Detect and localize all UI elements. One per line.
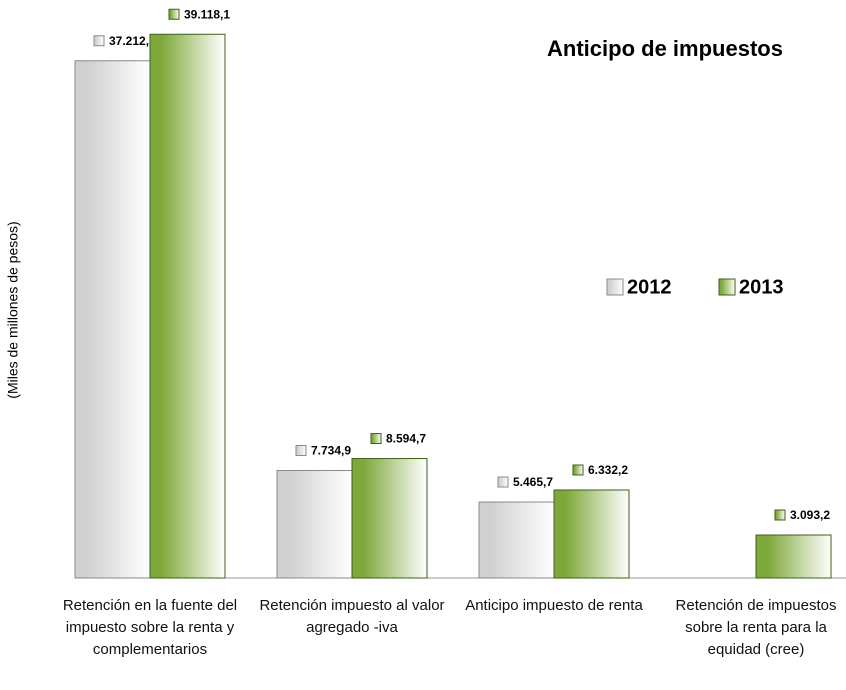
value-label: 8.594,7: [386, 432, 426, 446]
value-label: 37.212,5: [109, 34, 156, 48]
value-label: 7.734,9: [311, 444, 351, 458]
bar: [276, 469, 353, 579]
y-axis-label: (Miles de millones de pesos): [5, 221, 21, 398]
value-label-icon: [572, 464, 584, 476]
value-label-icon: [370, 433, 382, 445]
legend-label: 2012: [627, 276, 672, 298]
value-label-icon: [774, 509, 786, 521]
x-tick-label: Anticipo impuesto de renta: [465, 597, 643, 614]
value-label-icon: [497, 476, 509, 488]
x-tick-label: Retención de impuestos sobre la renta pa…: [675, 597, 837, 658]
bar: [553, 489, 630, 579]
value-label: 3.093,2: [790, 508, 830, 522]
x-tick-label: Retención impuesto al valor agregado -iv…: [259, 597, 445, 636]
bar: [351, 458, 428, 579]
bar: [74, 60, 151, 579]
value-label-icon: [93, 35, 105, 47]
legend-label: 2013: [739, 276, 784, 298]
bar: [149, 33, 226, 579]
value-label-icon: [168, 8, 180, 20]
bar: [478, 501, 555, 579]
chart-title: Anticipo de impuestos: [547, 36, 783, 61]
value-label: 6.332,2: [588, 463, 628, 477]
x-tick-label: Retención en la fuente del impuesto sobr…: [62, 597, 238, 658]
value-label-icon: [295, 444, 307, 456]
legend-swatch: [718, 278, 736, 296]
value-label: 5.465,7: [513, 475, 553, 489]
bar: [755, 534, 832, 579]
legend-swatch: [606, 278, 624, 296]
value-label: 39.118,1: [184, 7, 230, 21]
